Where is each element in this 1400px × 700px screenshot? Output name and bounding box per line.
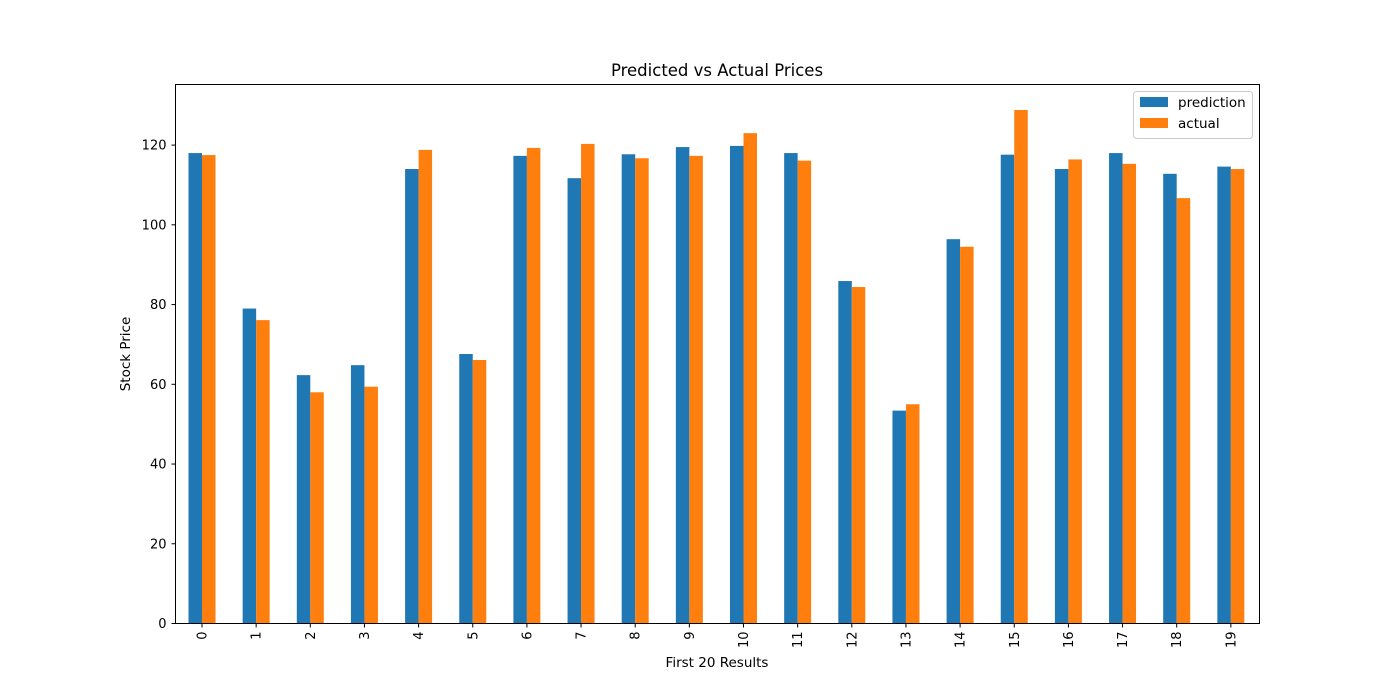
y-tick-label: 40 <box>150 458 167 473</box>
bar-actual-16 <box>1068 159 1082 624</box>
bar-prediction-13 <box>892 410 906 624</box>
chart-title: Predicted vs Actual Prices <box>611 61 823 80</box>
bar-actual-12 <box>851 287 866 624</box>
legend-label-prediction: prediction <box>1178 95 1246 111</box>
x-tick-label: 9 <box>683 632 698 640</box>
plot-frame <box>175 84 1260 624</box>
bars-group <box>188 110 1245 624</box>
bar-prediction-3 <box>350 365 365 624</box>
x-tick-label: 19 <box>1224 632 1239 649</box>
bar-prediction-19 <box>1217 166 1231 624</box>
bar-actual-11 <box>797 160 812 624</box>
x-tick-label: 10 <box>737 632 752 649</box>
bar-prediction-14 <box>946 239 961 624</box>
bar-prediction-12 <box>838 281 852 624</box>
y-tick-label: 20 <box>150 537 167 552</box>
y-axis: 0 20 40 60 80 100 120 <box>142 139 176 632</box>
x-axis-label: First 20 Results <box>666 655 769 671</box>
y-tick-label: 60 <box>150 378 167 393</box>
legend-swatch-actual <box>1140 118 1168 128</box>
bar-prediction-0 <box>188 153 202 624</box>
bar-prediction-10 <box>730 145 744 624</box>
bar-prediction-11 <box>784 153 798 624</box>
legend-swatch-prediction <box>1140 97 1168 107</box>
bar-actual-7 <box>581 143 595 624</box>
bar-actual-18 <box>1176 198 1191 624</box>
x-tick-label: 15 <box>1008 632 1023 649</box>
bar-actual-2 <box>310 392 324 624</box>
x-tick-label: 1 <box>250 632 265 640</box>
bar-prediction-5 <box>459 354 473 624</box>
bar-actual-19 <box>1230 169 1245 624</box>
x-tick-label: 17 <box>1116 632 1131 649</box>
x-tick-label: 11 <box>791 632 806 649</box>
bar-prediction-1 <box>242 308 257 624</box>
bar-actual-4 <box>418 149 433 624</box>
bar-prediction-8 <box>621 154 636 624</box>
bar-prediction-17 <box>1109 153 1123 624</box>
bar-actual-5 <box>472 359 487 624</box>
bar-actual-8 <box>635 158 649 624</box>
bar-prediction-2 <box>296 375 311 624</box>
x-axis: 0 1 2 3 4 5 6 7 8 9 10 11 12 13 14 15 16 17 18 19 <box>196 623 1239 649</box>
y-tick-label: 80 <box>150 298 167 313</box>
bar-actual-14 <box>960 246 974 624</box>
bar-prediction-4 <box>405 169 419 624</box>
bar-prediction-6 <box>513 155 527 624</box>
bar-prediction-18 <box>1163 173 1177 624</box>
bar-actual-1 <box>256 320 270 624</box>
bar-actual-17 <box>1122 163 1137 624</box>
x-tick-label: 7 <box>575 632 590 640</box>
x-tick-label: 12 <box>845 632 860 649</box>
bar-prediction-9 <box>675 147 690 624</box>
x-tick-label: 2 <box>304 632 319 640</box>
legend-label-actual: actual <box>1178 116 1220 132</box>
x-tick-label: 8 <box>629 632 644 640</box>
bar-actual-9 <box>689 155 703 624</box>
x-tick-label: 4 <box>412 632 427 640</box>
x-tick-label: 13 <box>899 632 914 649</box>
y-tick-label: 0 <box>158 617 166 632</box>
x-tick-label: 6 <box>520 632 535 640</box>
bar-actual-6 <box>526 147 541 624</box>
bar-actual-10 <box>743 133 757 624</box>
x-tick-label: 3 <box>358 632 373 640</box>
y-tick-label: 100 <box>142 218 167 233</box>
x-tick-label: 5 <box>466 632 481 640</box>
x-tick-label: 0 <box>196 632 211 640</box>
legend: prediction actual <box>1133 91 1253 139</box>
x-tick-label: 18 <box>1170 632 1185 649</box>
bar-actual-3 <box>364 386 378 624</box>
bar-prediction-15 <box>1000 154 1015 624</box>
y-axis-label: Stock Price <box>118 317 134 392</box>
x-tick-label: 16 <box>1062 632 1077 649</box>
bar-actual-0 <box>202 155 216 624</box>
bar-actual-13 <box>905 404 920 624</box>
bar-prediction-16 <box>1054 169 1069 624</box>
bar-actual-15 <box>1014 110 1028 624</box>
x-tick-label: 14 <box>954 632 969 649</box>
y-tick-label: 120 <box>142 139 167 154</box>
bar-prediction-7 <box>567 178 582 624</box>
